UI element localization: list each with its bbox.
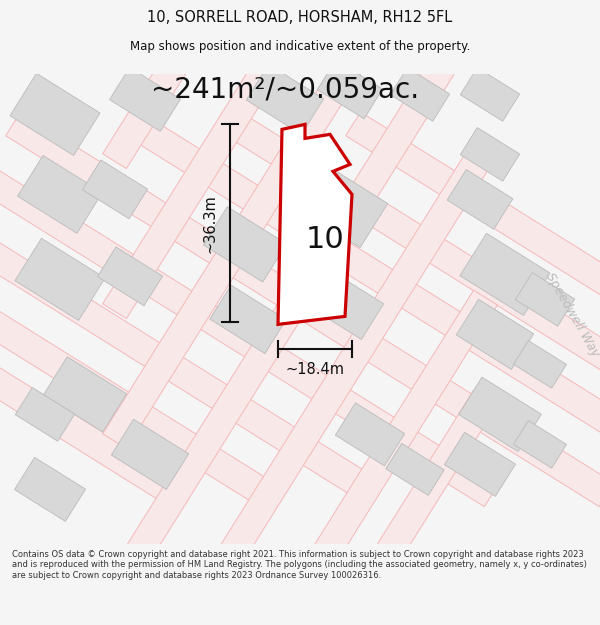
Text: ~36.3m: ~36.3m [203,194,218,252]
Polygon shape [15,238,105,321]
Polygon shape [346,112,600,507]
Polygon shape [247,64,323,134]
Polygon shape [457,299,533,369]
Polygon shape [445,432,515,496]
Polygon shape [460,68,520,121]
Polygon shape [97,247,163,306]
Polygon shape [391,68,449,121]
Polygon shape [17,156,103,233]
Polygon shape [292,161,388,248]
Polygon shape [515,272,575,326]
Polygon shape [6,112,600,507]
Polygon shape [317,60,383,119]
Polygon shape [307,269,383,339]
Polygon shape [103,0,497,169]
Polygon shape [447,169,513,229]
Text: ~241m²/~0.059ac.: ~241m²/~0.059ac. [151,76,419,103]
Polygon shape [386,443,444,496]
Polygon shape [458,377,541,452]
Polygon shape [0,112,274,507]
Polygon shape [103,0,497,319]
Polygon shape [514,341,566,388]
Polygon shape [10,73,100,156]
Polygon shape [103,290,497,625]
Polygon shape [460,233,550,316]
Polygon shape [335,403,404,466]
Polygon shape [226,112,600,507]
Text: ~18.4m: ~18.4m [286,362,344,377]
Text: 10, SORRELL ROAD, HORSHAM, RH12 5FL: 10, SORRELL ROAD, HORSHAM, RH12 5FL [148,10,452,25]
Polygon shape [112,419,188,489]
Polygon shape [109,68,181,131]
Text: Contains OS data © Crown copyright and database right 2021. This information is : Contains OS data © Crown copyright and d… [12,550,587,580]
Polygon shape [203,207,287,282]
Polygon shape [0,112,499,507]
Polygon shape [514,421,566,468]
Text: Speedwell Way: Speedwell Way [542,270,600,359]
Polygon shape [0,112,184,507]
Polygon shape [278,124,352,324]
Polygon shape [0,112,384,507]
Polygon shape [103,0,497,449]
Polygon shape [82,160,148,219]
Text: Map shows position and indicative extent of the property.: Map shows position and indicative extent… [130,40,470,53]
Polygon shape [460,127,520,181]
Polygon shape [14,458,86,521]
Polygon shape [210,285,286,354]
Polygon shape [103,0,497,599]
Polygon shape [103,140,497,625]
Text: 10: 10 [305,225,344,254]
Polygon shape [43,357,127,432]
Polygon shape [16,388,74,441]
Polygon shape [126,112,600,507]
Polygon shape [103,390,497,625]
